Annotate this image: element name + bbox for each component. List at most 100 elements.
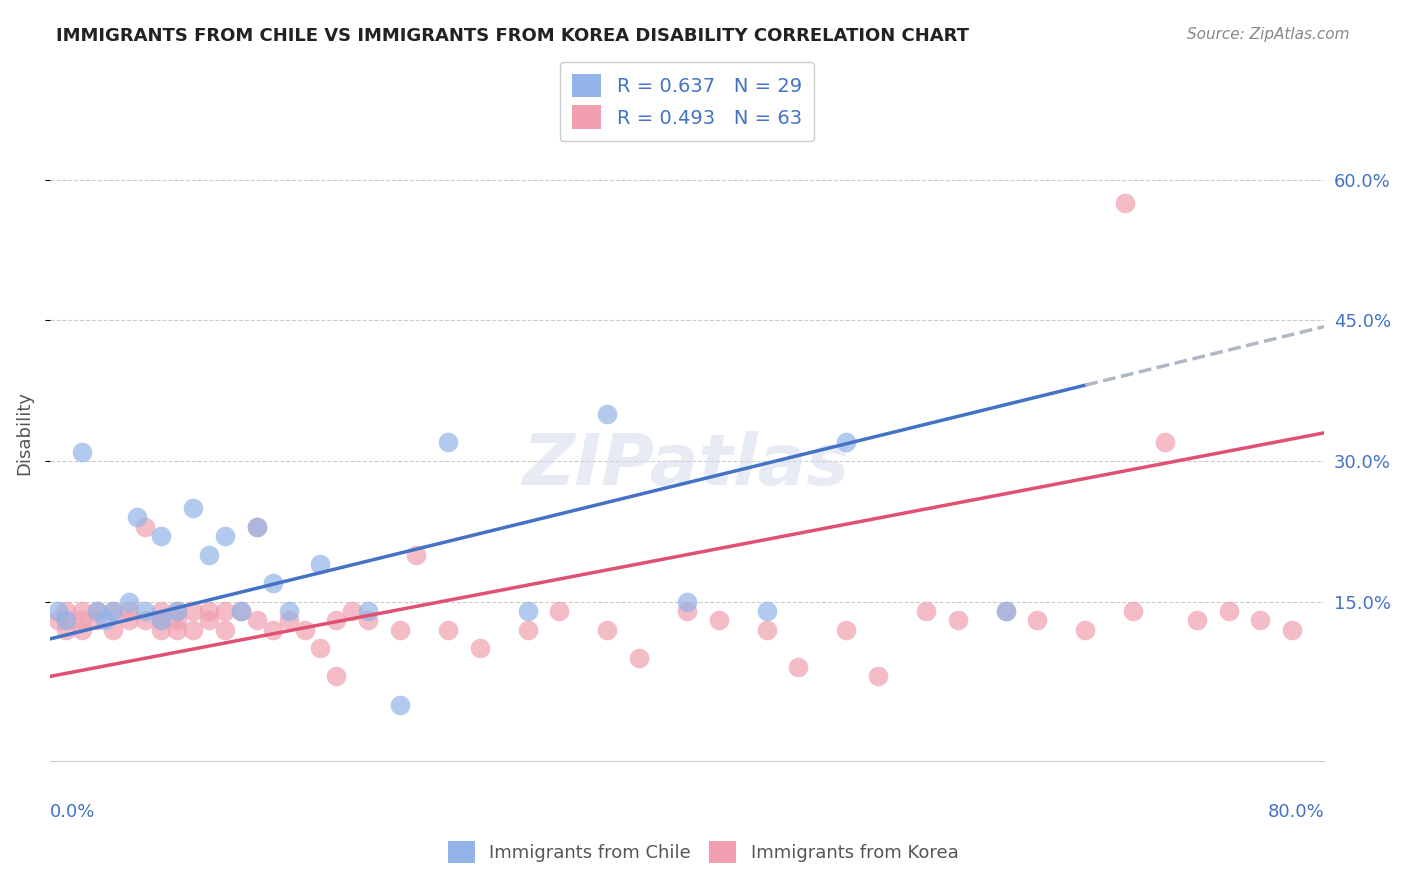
- Point: [55, 613, 77, 627]
- Point: [127, 510, 149, 524]
- Point: [1122, 604, 1144, 618]
- Point: [994, 604, 1017, 618]
- Point: [86, 604, 108, 618]
- Point: [294, 623, 316, 637]
- Point: [1114, 196, 1136, 211]
- Text: Source: ZipAtlas.com: Source: ZipAtlas.com: [1187, 27, 1350, 42]
- Point: [150, 604, 173, 618]
- Text: IMMIGRANTS FROM CHILE VS IMMIGRANTS FROM KOREA DISABILITY CORRELATION CHART: IMMIGRANTS FROM CHILE VS IMMIGRANTS FROM…: [56, 27, 969, 45]
- Point: [229, 604, 252, 618]
- Point: [181, 604, 204, 618]
- Point: [309, 641, 332, 656]
- Point: [548, 604, 571, 618]
- Point: [166, 604, 188, 618]
- Point: [262, 575, 284, 590]
- Text: ZIPatlas: ZIPatlas: [523, 431, 851, 500]
- Point: [166, 604, 188, 618]
- Legend: Immigrants from Chile, Immigrants from Korea: Immigrants from Chile, Immigrants from K…: [437, 830, 969, 874]
- Point: [1281, 623, 1303, 637]
- Point: [946, 613, 969, 627]
- Point: [389, 623, 412, 637]
- Point: [755, 623, 778, 637]
- Point: [166, 623, 188, 637]
- Point: [103, 623, 125, 637]
- Point: [277, 604, 299, 618]
- Point: [214, 623, 236, 637]
- Point: [198, 548, 221, 562]
- Point: [134, 519, 156, 533]
- Point: [150, 613, 173, 627]
- Point: [357, 613, 380, 627]
- Point: [55, 623, 77, 637]
- Point: [325, 669, 347, 683]
- Point: [118, 594, 141, 608]
- Point: [246, 613, 269, 627]
- Point: [214, 604, 236, 618]
- Point: [86, 613, 108, 627]
- Point: [596, 407, 619, 421]
- Point: [516, 623, 538, 637]
- Point: [55, 604, 77, 618]
- Point: [181, 500, 204, 515]
- Point: [198, 604, 221, 618]
- Point: [325, 613, 347, 627]
- Point: [868, 669, 890, 683]
- Point: [468, 641, 491, 656]
- Point: [628, 650, 651, 665]
- Point: [389, 698, 412, 712]
- Point: [342, 604, 364, 618]
- Point: [262, 623, 284, 637]
- Point: [994, 604, 1017, 618]
- Point: [596, 623, 619, 637]
- Point: [1074, 623, 1097, 637]
- Point: [309, 557, 332, 571]
- Point: [150, 613, 173, 627]
- Text: 0.0%: 0.0%: [49, 804, 96, 822]
- Point: [134, 613, 156, 627]
- Point: [70, 444, 93, 458]
- Point: [94, 613, 117, 627]
- Point: [405, 548, 427, 562]
- Point: [835, 435, 858, 450]
- Point: [46, 604, 69, 618]
- Point: [1218, 604, 1240, 618]
- Point: [70, 613, 93, 627]
- Point: [214, 529, 236, 543]
- Point: [676, 604, 699, 618]
- Point: [755, 604, 778, 618]
- Point: [70, 623, 93, 637]
- Point: [134, 604, 156, 618]
- Point: [46, 613, 69, 627]
- Point: [118, 613, 141, 627]
- Point: [150, 529, 173, 543]
- Point: [55, 613, 77, 627]
- Point: [198, 613, 221, 627]
- Point: [150, 623, 173, 637]
- Point: [707, 613, 730, 627]
- Point: [516, 604, 538, 618]
- Point: [437, 623, 460, 637]
- Point: [86, 604, 108, 618]
- Point: [103, 604, 125, 618]
- Point: [118, 604, 141, 618]
- Point: [1249, 613, 1271, 627]
- Point: [437, 435, 460, 450]
- Point: [915, 604, 938, 618]
- Point: [835, 623, 858, 637]
- Point: [181, 623, 204, 637]
- Point: [246, 519, 269, 533]
- Y-axis label: Disability: Disability: [15, 391, 32, 475]
- Point: [166, 613, 188, 627]
- Point: [277, 613, 299, 627]
- Point: [103, 604, 125, 618]
- Text: 80.0%: 80.0%: [1267, 804, 1324, 822]
- Point: [676, 594, 699, 608]
- Point: [229, 604, 252, 618]
- Point: [246, 519, 269, 533]
- Point: [1026, 613, 1049, 627]
- Point: [1153, 435, 1175, 450]
- Point: [70, 604, 93, 618]
- Legend: R = 0.637   N = 29, R = 0.493   N = 63: R = 0.637 N = 29, R = 0.493 N = 63: [561, 62, 814, 141]
- Point: [787, 660, 810, 674]
- Point: [1185, 613, 1208, 627]
